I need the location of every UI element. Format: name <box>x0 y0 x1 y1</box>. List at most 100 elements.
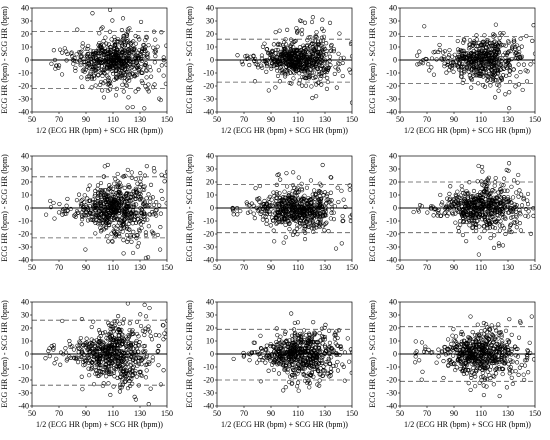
data-point <box>469 86 473 90</box>
data-point <box>121 83 125 87</box>
data-point <box>324 363 328 367</box>
x-tick-label: 110 <box>292 115 304 124</box>
data-point <box>447 53 451 57</box>
data-point <box>137 38 141 42</box>
data-point <box>53 217 57 221</box>
data-point <box>492 233 496 237</box>
data-point <box>485 79 489 83</box>
data-point <box>285 171 289 175</box>
data-point <box>477 164 481 168</box>
data-point <box>82 200 86 204</box>
data-point <box>311 96 315 100</box>
data-point <box>165 63 169 67</box>
data-point <box>454 221 458 225</box>
data-point <box>514 85 518 89</box>
data-point <box>497 244 501 248</box>
data-point <box>440 203 444 207</box>
y-tick-label: 20 <box>389 178 397 187</box>
x-tick-label: 90 <box>450 263 458 272</box>
data-point <box>58 202 62 206</box>
x-tick-label: 110 <box>107 115 119 124</box>
data-point <box>526 215 530 219</box>
data-point <box>140 374 144 378</box>
data-point <box>456 39 460 43</box>
data-point <box>507 106 511 110</box>
data-point <box>54 357 58 361</box>
data-point <box>318 331 322 335</box>
y-tick-label: 30 <box>389 165 397 174</box>
data-point <box>163 179 167 183</box>
data-point <box>85 337 89 341</box>
data-point <box>311 320 315 324</box>
data-point <box>456 48 460 52</box>
data-point <box>147 402 151 406</box>
data-point <box>159 225 163 229</box>
data-point <box>135 375 139 379</box>
data-point <box>489 84 493 88</box>
data-point <box>500 224 504 228</box>
data-point <box>476 180 480 184</box>
data-point <box>156 233 160 237</box>
data-point <box>116 314 120 318</box>
data-point <box>493 184 497 188</box>
data-point <box>260 66 264 70</box>
data-point <box>291 170 295 174</box>
data-point <box>286 371 290 375</box>
data-point <box>265 344 269 348</box>
data-point <box>478 225 482 229</box>
y-tick-label: 40 <box>389 152 397 161</box>
y-tick-label: 10 <box>21 191 29 200</box>
data-point <box>50 62 54 66</box>
data-point <box>154 333 158 337</box>
data-point <box>131 230 135 234</box>
data-point <box>506 189 510 193</box>
x-tick-label: 70 <box>423 263 431 272</box>
data-point <box>502 226 506 230</box>
data-point <box>114 177 118 181</box>
data-point <box>412 210 416 214</box>
data-point <box>447 56 451 60</box>
y-axis-title: ECG HR (bpm) - SCG HR (bpm) <box>368 154 377 262</box>
data-point <box>508 73 512 77</box>
y-tick-label: -10 <box>18 217 29 226</box>
data-point <box>80 222 84 226</box>
x-tick-label: 110 <box>107 409 119 418</box>
y-axis-title: ECG HR (bpm) - SCG HR (bpm) <box>0 154 9 262</box>
data-point <box>86 188 90 192</box>
data-point <box>68 339 72 343</box>
data-point <box>274 30 278 34</box>
y-tick-label: -10 <box>203 217 214 226</box>
scatter-points <box>50 0 169 110</box>
data-point <box>342 198 346 202</box>
data-point <box>469 76 473 80</box>
y-tick-label: -20 <box>18 82 29 91</box>
data-point <box>143 303 147 307</box>
data-point <box>522 63 526 67</box>
data-point <box>432 214 436 218</box>
x-tick-label: 150 <box>529 263 541 272</box>
x-tick-label: 90 <box>82 115 90 124</box>
data-point <box>247 63 251 67</box>
data-point <box>134 177 138 181</box>
data-point <box>340 189 344 193</box>
x-tick-label: 110 <box>475 263 487 272</box>
y-tick-label: 10 <box>21 337 29 346</box>
data-point <box>493 96 497 100</box>
data-point <box>145 369 149 373</box>
data-point <box>86 219 90 223</box>
data-point <box>504 44 508 48</box>
data-point <box>480 165 484 169</box>
data-point <box>153 170 157 174</box>
y-tick-label: 40 <box>389 4 397 13</box>
data-point <box>517 195 521 199</box>
x-tick-label: 50 <box>396 115 404 124</box>
data-point <box>478 236 482 240</box>
data-point <box>61 213 65 217</box>
data-point <box>283 190 287 194</box>
data-point <box>462 37 466 41</box>
data-point <box>160 189 164 193</box>
data-point <box>530 39 534 43</box>
